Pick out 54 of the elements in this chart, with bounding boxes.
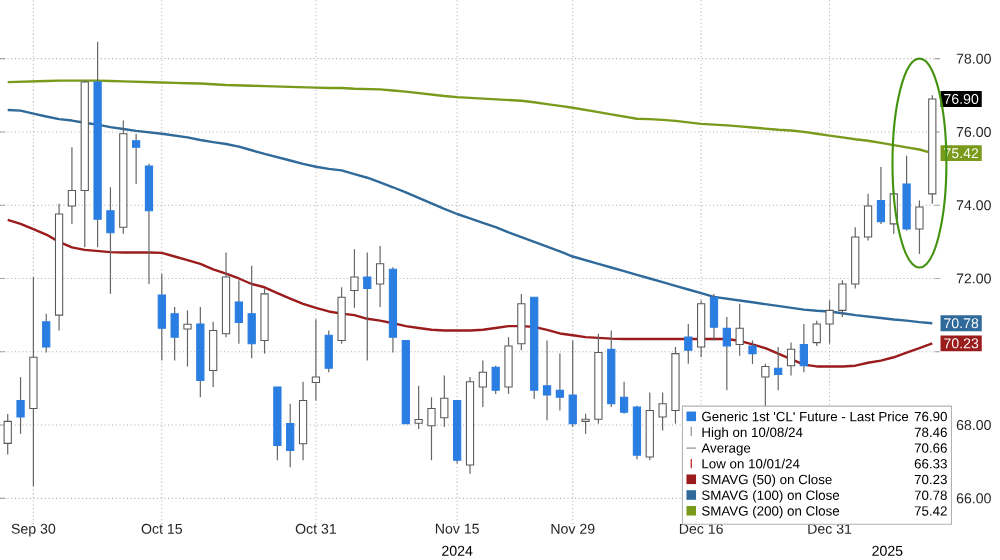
candlestick <box>440 375 449 428</box>
candlestick <box>478 359 487 408</box>
candlestick <box>645 391 654 461</box>
candlestick <box>697 299 706 358</box>
candlestick <box>311 318 321 402</box>
candlestick <box>131 133 141 185</box>
candlestick <box>67 146 77 225</box>
candlestick <box>414 385 423 430</box>
candlestick <box>170 306 179 362</box>
candlestick <box>786 342 796 377</box>
candlestick <box>375 245 385 308</box>
candlestick <box>684 323 693 365</box>
candlestick <box>427 396 436 461</box>
candlestick <box>260 287 269 355</box>
candlestick <box>144 163 154 285</box>
candlestick <box>298 381 308 461</box>
candlestick <box>3 413 12 455</box>
candlestick <box>735 303 744 357</box>
candlestick <box>902 155 911 232</box>
candlestick <box>568 339 577 428</box>
candlestick <box>863 193 873 241</box>
candlestick <box>709 293 719 342</box>
candlestick <box>247 265 256 359</box>
candlestick <box>555 353 565 412</box>
candlestick <box>324 329 333 373</box>
candlestick <box>337 286 346 345</box>
candlestick <box>106 186 115 295</box>
candlestick <box>658 391 667 432</box>
candlestick <box>581 413 590 435</box>
candlestick <box>16 376 25 435</box>
candlestick <box>209 321 218 388</box>
candlestick <box>42 313 51 354</box>
candlestick <box>504 336 513 395</box>
candlestick <box>799 323 809 373</box>
candlestick <box>619 381 629 415</box>
candlestick <box>876 166 886 225</box>
candlestick <box>286 403 295 468</box>
candlestick <box>722 316 731 391</box>
candlestick <box>491 365 500 395</box>
candlestick <box>350 248 359 309</box>
candlestick <box>825 299 834 345</box>
candlestick <box>851 226 860 289</box>
candlestick <box>183 309 192 368</box>
candlestick <box>812 320 821 347</box>
candlestick <box>838 279 847 318</box>
candlestick <box>157 273 166 362</box>
candlestick <box>774 346 783 391</box>
candlestick <box>234 279 243 345</box>
candlestick <box>542 339 552 421</box>
candlestick <box>748 339 757 365</box>
candlestick <box>517 293 526 351</box>
candlestick <box>915 199 924 255</box>
candlestick <box>632 405 642 460</box>
candlestick <box>363 251 372 362</box>
